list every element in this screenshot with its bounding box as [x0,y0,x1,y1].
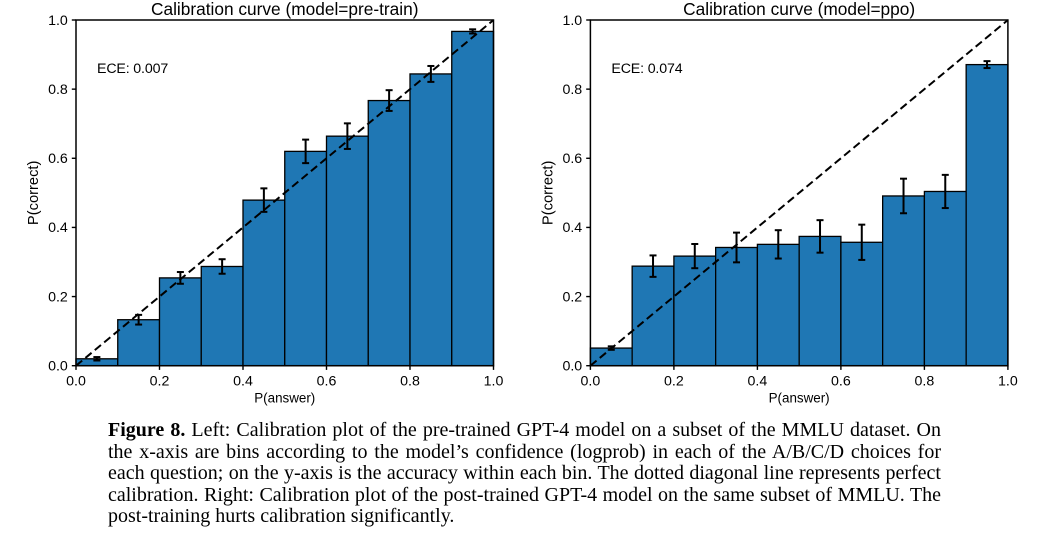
svg-text:1.0: 1.0 [484,373,504,389]
svg-text:1.0: 1.0 [562,13,582,29]
svg-text:0.8: 0.8 [915,373,935,389]
svg-text:1.0: 1.0 [48,13,68,29]
svg-text:0.6: 0.6 [48,151,68,167]
svg-text:0.4: 0.4 [748,373,768,389]
svg-text:0.2: 0.2 [150,373,170,389]
svg-text:0.2: 0.2 [664,373,684,389]
svg-text:0.2: 0.2 [562,289,582,305]
svg-text:0.0: 0.0 [66,373,86,389]
svg-text:0.6: 0.6 [562,151,582,167]
svg-text:0.6: 0.6 [831,373,851,389]
svg-text:ECE: 0.074: ECE: 0.074 [611,61,682,77]
svg-text:0.4: 0.4 [233,373,253,389]
svg-text:P(correct): P(correct) [26,161,42,225]
svg-text:Calibration curve (model=pre-t: Calibration curve (model=pre-train) [151,0,419,19]
svg-text:0.4: 0.4 [562,220,582,236]
svg-text:0.4: 0.4 [48,220,68,236]
svg-text:0.0: 0.0 [562,359,582,375]
svg-text:0.0: 0.0 [48,359,68,375]
svg-text:0.8: 0.8 [400,373,420,389]
svg-text:ECE: 0.007: ECE: 0.007 [97,61,168,77]
svg-text:1.0: 1.0 [998,373,1018,389]
svg-text:P(correct): P(correct) [540,161,556,225]
svg-text:P(answer): P(answer) [769,390,830,405]
svg-text:0.0: 0.0 [581,373,601,389]
svg-text:P(answer): P(answer) [254,390,315,405]
svg-text:Calibration curve (model=ppo): Calibration curve (model=ppo) [683,0,915,19]
svg-text:0.8: 0.8 [48,82,68,98]
svg-text:0.8: 0.8 [562,82,582,98]
svg-text:0.2: 0.2 [48,289,68,305]
svg-text:0.6: 0.6 [317,373,337,389]
